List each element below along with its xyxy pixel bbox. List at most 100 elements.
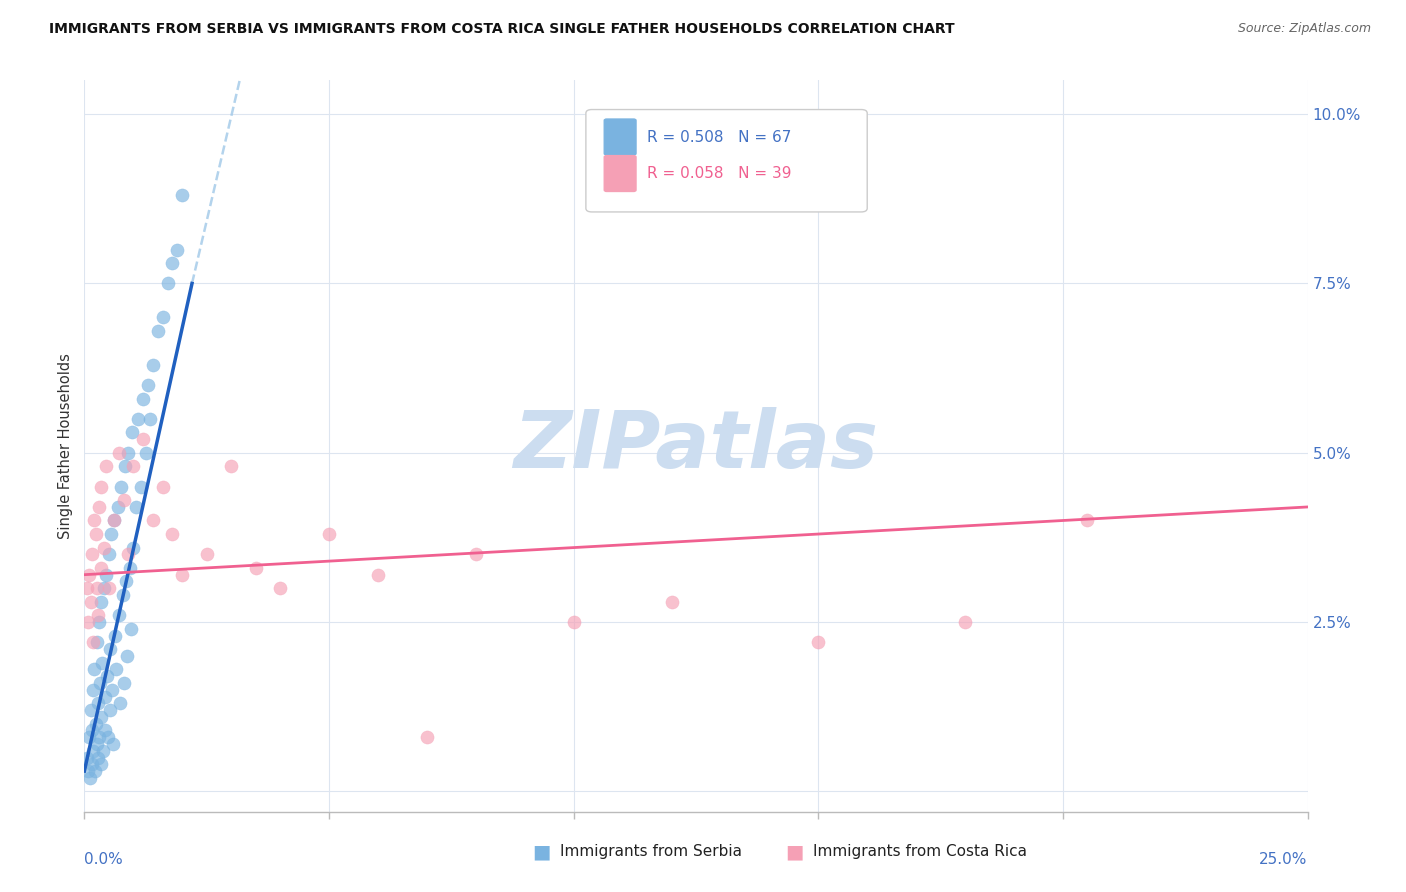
Point <box>87 730 110 744</box>
Point <box>318 527 340 541</box>
Point <box>117 547 139 561</box>
Point <box>97 581 120 595</box>
Point <box>269 581 291 595</box>
Point <box>90 710 112 724</box>
FancyBboxPatch shape <box>605 119 636 155</box>
Point <box>112 676 135 690</box>
Point <box>97 547 120 561</box>
Point <box>96 567 118 582</box>
Point <box>80 547 103 561</box>
Point <box>122 541 145 555</box>
Point <box>166 243 188 257</box>
Point <box>84 716 107 731</box>
Point <box>132 392 155 406</box>
Point <box>156 277 179 291</box>
Point <box>142 514 165 528</box>
Point <box>90 480 112 494</box>
Point <box>90 595 112 609</box>
Point <box>132 432 155 446</box>
Point <box>107 446 129 460</box>
Point <box>86 697 108 711</box>
Point <box>93 541 115 555</box>
Point <box>152 310 174 325</box>
Text: ZIPatlas: ZIPatlas <box>513 407 879 485</box>
Point <box>82 635 104 649</box>
Point <box>79 771 101 785</box>
Point <box>103 514 125 528</box>
Point <box>562 615 585 629</box>
Point <box>152 480 174 494</box>
Point <box>91 656 114 670</box>
Text: R = 0.508   N = 67: R = 0.508 N = 67 <box>647 130 792 145</box>
Text: Immigrants from Costa Rica: Immigrants from Costa Rica <box>813 845 1026 859</box>
Point <box>1076 514 1098 528</box>
Point <box>110 480 132 494</box>
Point <box>91 744 114 758</box>
Point <box>107 608 129 623</box>
Point <box>104 629 127 643</box>
Point <box>87 750 110 764</box>
Point <box>76 750 98 764</box>
Text: IMMIGRANTS FROM SERBIA VS IMMIGRANTS FROM COSTA RICA SINGLE FATHER HOUSEHOLDS CO: IMMIGRANTS FROM SERBIA VS IMMIGRANTS FRO… <box>49 22 955 37</box>
Point <box>807 635 830 649</box>
Point <box>111 588 134 602</box>
Point <box>117 446 139 460</box>
Point <box>76 581 98 595</box>
Point <box>105 663 128 677</box>
Point <box>127 412 149 426</box>
Text: Immigrants from Serbia: Immigrants from Serbia <box>560 845 741 859</box>
Point <box>103 514 125 528</box>
Point <box>97 730 120 744</box>
Point <box>367 567 389 582</box>
Point <box>89 757 111 772</box>
Point <box>245 561 267 575</box>
Point <box>83 514 105 528</box>
Point <box>142 358 165 372</box>
Point <box>77 730 100 744</box>
Point <box>96 459 118 474</box>
Point <box>172 188 194 202</box>
Point <box>87 615 110 629</box>
Point <box>101 737 124 751</box>
Point <box>80 757 103 772</box>
Point <box>107 500 129 514</box>
Point <box>953 615 976 629</box>
Point <box>89 676 111 690</box>
Point <box>80 595 103 609</box>
Point <box>146 324 169 338</box>
Point <box>87 608 110 623</box>
Point <box>87 500 110 514</box>
Point <box>120 622 142 636</box>
Point <box>117 648 139 663</box>
Point <box>114 459 136 474</box>
Point <box>100 527 122 541</box>
Point <box>125 500 148 514</box>
Text: ■: ■ <box>785 842 804 862</box>
Point <box>86 635 108 649</box>
Point <box>77 615 100 629</box>
Point <box>122 459 145 474</box>
Point <box>77 567 100 582</box>
Point <box>86 737 108 751</box>
Point <box>121 425 143 440</box>
Y-axis label: Single Father Households: Single Father Households <box>58 353 73 539</box>
FancyBboxPatch shape <box>586 110 868 212</box>
Point <box>464 547 486 561</box>
Point <box>84 527 107 541</box>
Text: 0.0%: 0.0% <box>84 852 124 867</box>
Point <box>86 581 108 595</box>
Text: ■: ■ <box>531 842 551 862</box>
Point <box>80 723 103 738</box>
Point <box>115 574 138 589</box>
Point <box>94 723 117 738</box>
Point <box>112 493 135 508</box>
Point <box>98 703 121 717</box>
Point <box>661 595 683 609</box>
Point <box>82 744 104 758</box>
Point <box>129 480 152 494</box>
Point <box>101 682 124 697</box>
FancyBboxPatch shape <box>605 155 636 192</box>
Point <box>82 682 104 697</box>
Point <box>77 764 100 778</box>
Point <box>219 459 242 474</box>
